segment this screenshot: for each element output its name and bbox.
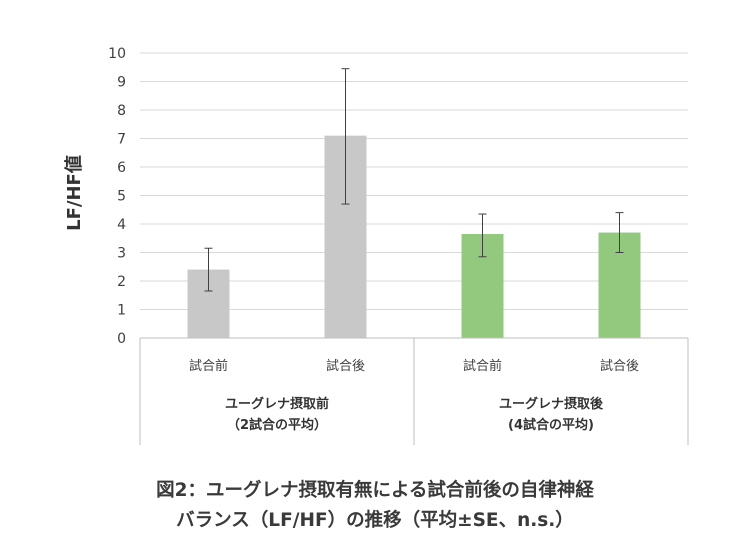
bars — [187, 135, 641, 338]
category-label: 試合前 — [189, 358, 228, 374]
y-tick-labels: 0 1 2 3 4 5 6 7 8 9 10 — [108, 46, 126, 347]
group-label-line1: ユーグレナ摂取前 — [225, 396, 329, 412]
group-label-line2: (4試合の平均) — [508, 417, 594, 433]
error-bars — [204, 68, 624, 292]
y-tick-label: 7 — [117, 132, 126, 148]
y-tick-label: 5 — [117, 189, 126, 205]
category-label: 試合後 — [326, 358, 365, 374]
y-tick-label: 0 — [117, 331, 126, 347]
y-tick-label: 3 — [117, 246, 126, 262]
category-label: 試合後 — [600, 358, 639, 374]
figure-caption: 図2：ユーグレナ摂取有無による試合前後の自律神経 バランス（LF/HF）の推移（… — [0, 476, 750, 536]
gridlines — [140, 52, 688, 339]
y-tick-label: 1 — [117, 303, 126, 319]
y-tick-label: 10 — [108, 46, 126, 62]
y-tick-label: 4 — [117, 217, 126, 233]
lfhf-bar-chart: LF/HF値 0 1 2 3 4 5 6 7 8 9 10 試合前 試合後 試合前 試合後ユーグレナ摂取前… — [63, 46, 689, 445]
y-tick-label: 9 — [117, 75, 126, 91]
y-tick-label: 8 — [117, 103, 126, 119]
group-label-line1: ユーグレナ摂取後 — [499, 396, 604, 412]
caption-line-1: 図2：ユーグレナ摂取有無による試合前後の自律神経 — [156, 480, 594, 501]
y-axis-label: LF/HF値 — [63, 155, 85, 231]
y-tick-label: 2 — [117, 274, 126, 290]
category-label: 試合前 — [463, 358, 502, 374]
y-tick-label: 6 — [117, 160, 126, 176]
caption-line-2: バランス（LF/HF）の推移（平均±SE、n.s.） — [176, 510, 574, 531]
group-label-line2: （2試合の平均） — [227, 417, 327, 433]
